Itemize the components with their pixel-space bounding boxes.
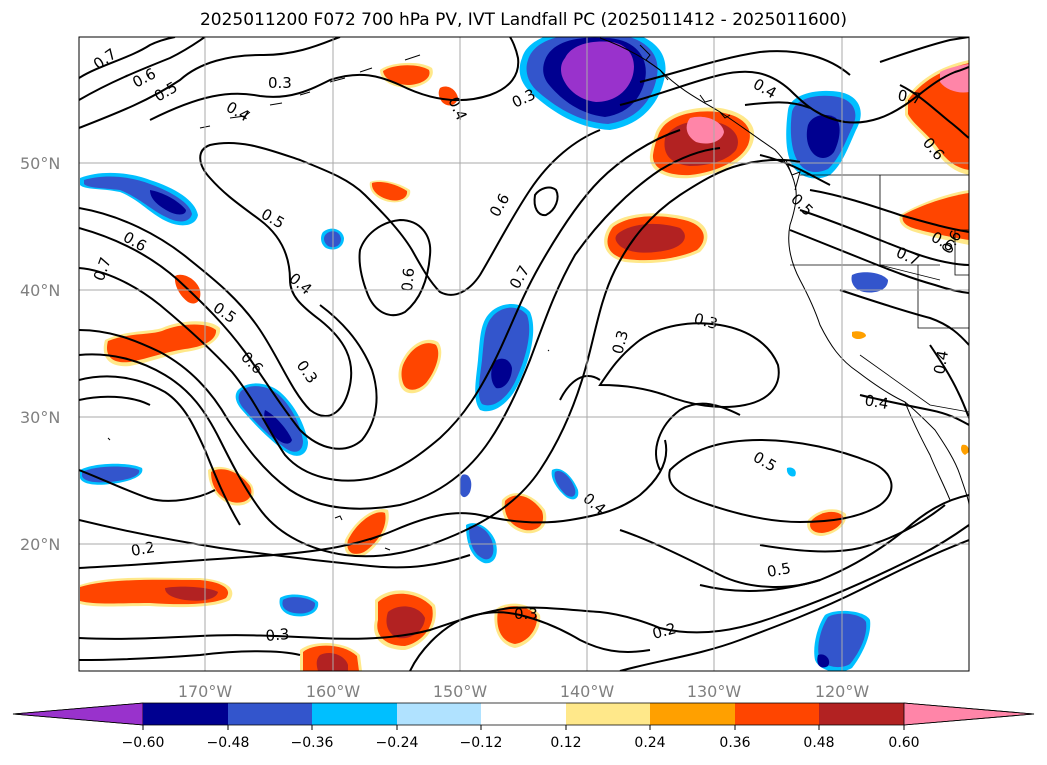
colorbar-tick-label: −0.60 [122,735,165,751]
contour-label: 0.7 [896,86,923,108]
colorbar-tick-label: −0.36 [291,735,334,751]
colorbar-cell [143,703,228,725]
colorbar-cell [650,703,735,725]
colorbar-cell [819,703,904,725]
lon-label-170w: 170°W [178,682,233,701]
colorbar-cell [566,703,650,725]
contour-label: 0.4 [863,391,890,413]
lat-label-30n: 30°N [20,408,60,427]
contour-label: 0.3 [514,605,538,623]
plot-frame [78,36,970,672]
colorbar: −0.60 −0.48 −0.36 −0.24 −0.12 0.12 0.24 … [12,702,1035,751]
gridlines [79,37,969,671]
contour-lines [79,37,969,671]
colorbar-tick-label: −0.12 [460,735,503,751]
colorbar-tick-label: 0.36 [719,735,750,751]
lon-label-160w: 160°W [306,682,361,701]
lat-label-50n: 50°N [20,154,60,173]
negative-pv-regions [80,37,888,671]
colorbar-tick-label: −0.48 [207,735,250,751]
contour-label: 0.3 [692,309,720,333]
lat-label-40n: 40°N [20,281,60,300]
colorbar-tick-label: 0.24 [634,735,665,751]
contour-label: 0.6 [398,267,418,292]
lon-label-150w: 150°W [433,682,488,701]
colorbar-cell [228,703,312,725]
contour-label: 0.4 [930,349,952,376]
colorbar-tick-label: −0.24 [376,735,419,751]
lon-label-130w: 130°W [687,682,742,701]
lat-label-20n: 20°N [20,535,60,554]
contour-label: 0.2 [650,619,678,643]
colorbar-tick-label: 0.60 [888,735,919,751]
pos-blob-se-alaska [649,107,755,179]
colorbar-tick-label: 0.12 [550,735,581,751]
contour-label: 0.3 [608,328,632,356]
pos-blob-ne-corner [899,60,969,245]
neg-blob-dateline-north [80,172,198,226]
positive-pv-regions [80,60,969,671]
lon-label-120w: 120°W [815,682,870,701]
colorbar-cell [397,703,481,725]
colorbar-extend-low [12,702,144,726]
contour-label: 0.3 [268,74,292,92]
colorbar-extend-high [903,702,1035,726]
contour-label: 0.5 [766,559,793,581]
lon-label-140w: 140°W [560,682,615,701]
contour-label: 0.3 [265,625,290,645]
neg-blobs-small [80,228,888,671]
pos-blob-42n-135w [604,213,708,264]
neg-blob-central [475,304,534,412]
colorbar-cell [312,703,397,725]
colorbar-tick-label: 0.48 [803,735,834,751]
colorbar-cell [735,703,819,725]
colorbar-cell [481,703,566,725]
neg-blob-gulf-alaska [519,37,666,130]
map-title: 2025011200 F072 700 hPa PV, IVT Landfall… [199,10,847,30]
